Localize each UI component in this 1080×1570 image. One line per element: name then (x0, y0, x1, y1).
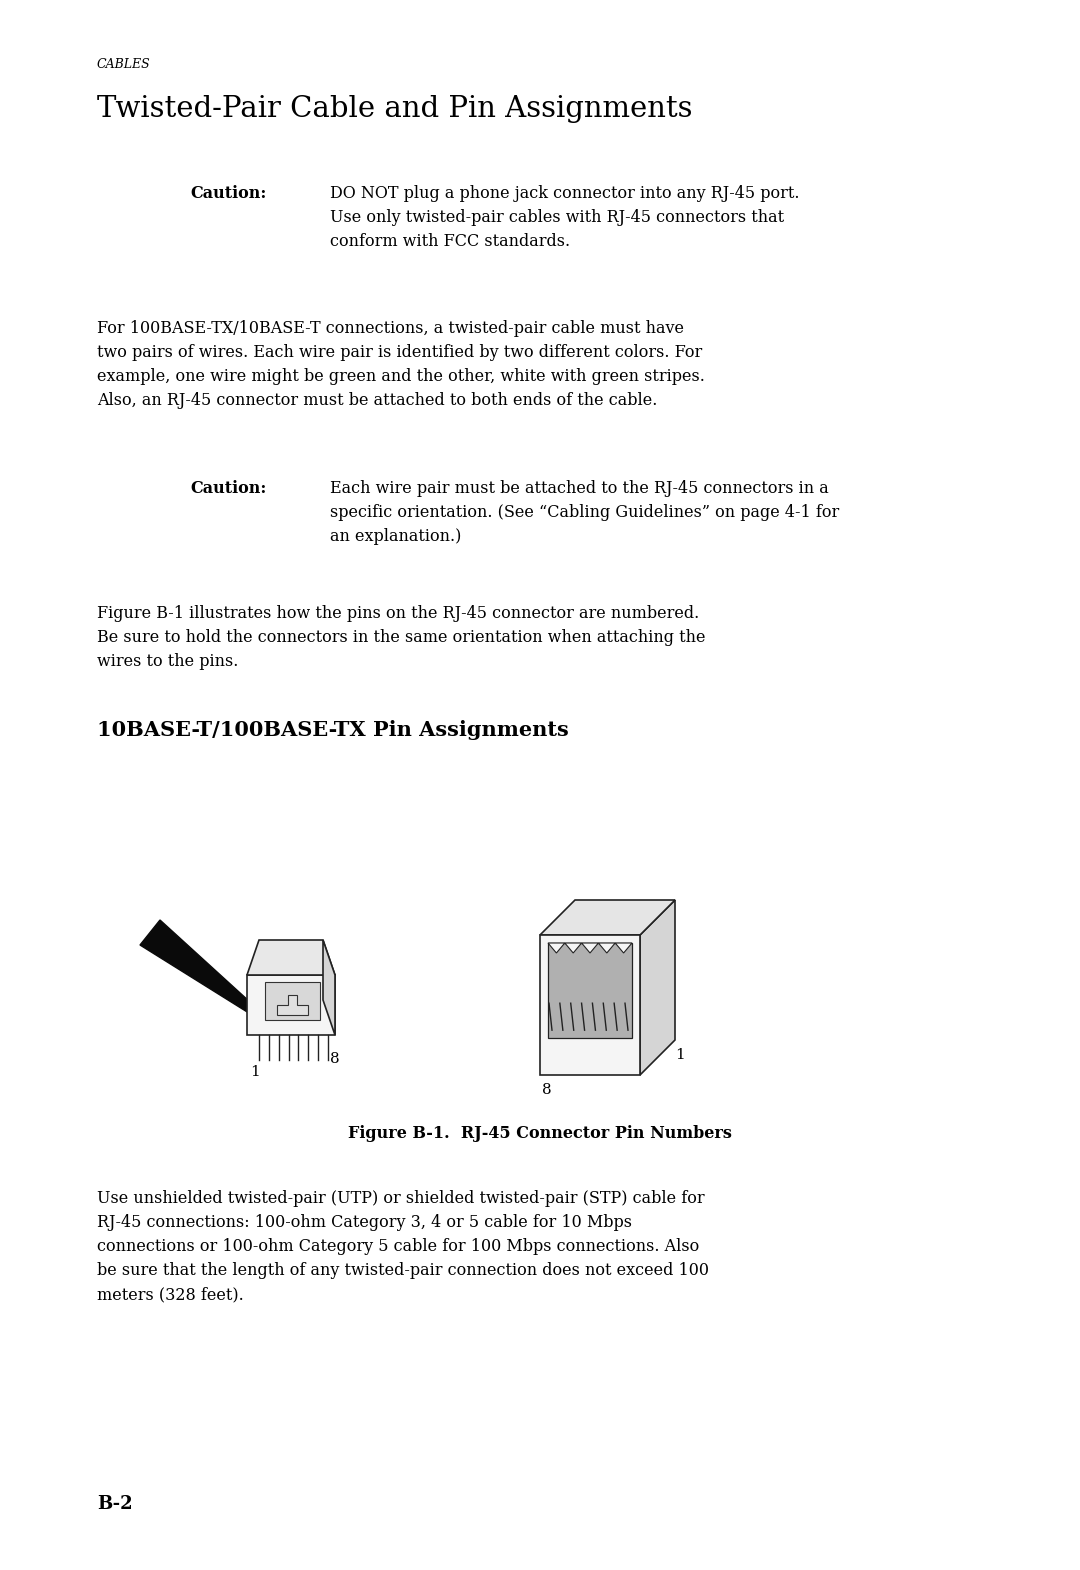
Polygon shape (548, 944, 632, 1038)
Polygon shape (276, 995, 308, 1014)
Polygon shape (140, 920, 260, 1021)
Polygon shape (540, 900, 675, 936)
Polygon shape (565, 944, 582, 953)
Text: Figure B-1 illustrates how the pins on the RJ-45 connector are numbered.
Be sure: Figure B-1 illustrates how the pins on t… (97, 604, 705, 670)
Text: 10BASE-T/100BASE-TX Pin Assignments: 10BASE-T/100BASE-TX Pin Assignments (97, 721, 569, 739)
Polygon shape (540, 936, 640, 1075)
Text: B-2: B-2 (97, 1495, 133, 1513)
Polygon shape (640, 900, 675, 1075)
Polygon shape (323, 940, 335, 1035)
Text: DO NOT plug a phone jack connector into any RJ-45 port.
Use only twisted-pair ca: DO NOT plug a phone jack connector into … (330, 185, 799, 250)
Polygon shape (616, 944, 632, 953)
Text: Caution:: Caution: (190, 185, 267, 203)
Text: CABLES: CABLES (97, 58, 151, 71)
Text: 8: 8 (542, 1083, 552, 1097)
Text: 1: 1 (249, 1064, 260, 1079)
Text: Caution:: Caution: (190, 480, 267, 498)
Text: Twisted-Pair Cable and Pin Assignments: Twisted-Pair Cable and Pin Assignments (97, 96, 692, 122)
Polygon shape (265, 981, 320, 1020)
Text: Figure B-1.  RJ-45 Connector Pin Numbers: Figure B-1. RJ-45 Connector Pin Numbers (348, 1126, 732, 1141)
Polygon shape (247, 940, 335, 975)
Text: Each wire pair must be attached to the RJ-45 connectors in a
specific orientatio: Each wire pair must be attached to the R… (330, 480, 839, 545)
Polygon shape (582, 944, 598, 953)
Polygon shape (247, 975, 335, 1035)
Text: 8: 8 (330, 1052, 339, 1066)
Text: For 100BASE-TX/10BASE-T connections, a twisted-pair cable must have
two pairs of: For 100BASE-TX/10BASE-T connections, a t… (97, 320, 705, 410)
Polygon shape (598, 944, 616, 953)
Polygon shape (548, 944, 565, 953)
Text: 1: 1 (675, 1049, 685, 1061)
Text: Use unshielded twisted-pair (UTP) or shielded twisted-pair (STP) cable for
RJ-45: Use unshielded twisted-pair (UTP) or shi… (97, 1190, 708, 1303)
